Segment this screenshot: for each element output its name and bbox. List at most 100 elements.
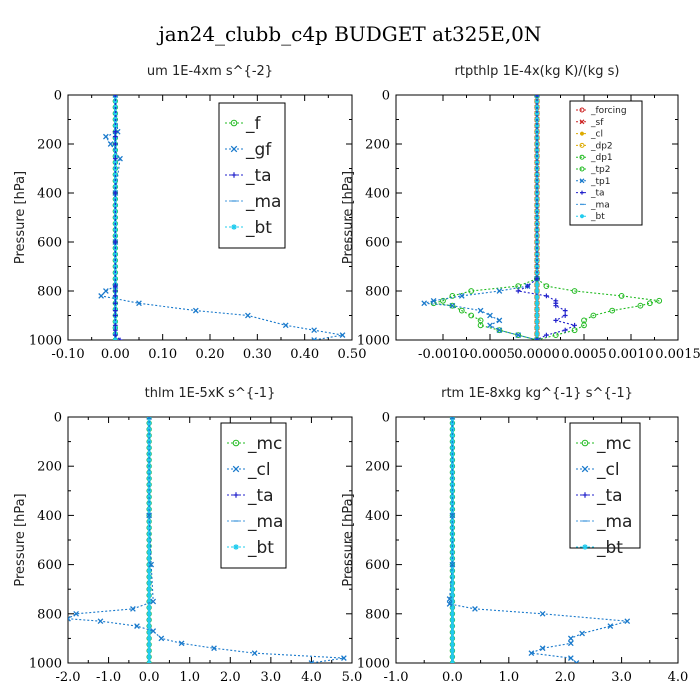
panel-1: um 1E-4xm s^{-2} Pressure [hPa] 0 200 400 600…	[13, 64, 366, 362]
marker-star	[580, 214, 584, 219]
marker-star	[113, 123, 118, 128]
marker-x	[581, 465, 589, 473]
x-tick-label: 0.30	[243, 347, 272, 362]
series-gf	[98, 95, 346, 340]
marker-x	[449, 302, 456, 309]
marker-plus	[562, 327, 568, 333]
marker-star	[146, 482, 152, 487]
x-tick-label: 0.0	[139, 670, 160, 685]
x-tick-label: 0.0010	[608, 347, 654, 362]
marker-star	[146, 642, 152, 647]
marker-star	[113, 227, 118, 232]
series-line	[100, 95, 343, 340]
legend: _mc _cl _ta _ma _bt	[569, 422, 641, 558]
marker-star	[534, 264, 540, 269]
marker-star	[534, 215, 540, 220]
marker-x	[146, 417, 153, 420]
marker-plus	[112, 239, 118, 245]
marker-x	[103, 133, 109, 140]
marker-x	[97, 618, 104, 625]
marker-x	[534, 337, 540, 340]
legend-item: _forcing	[576, 106, 627, 116]
marker-x	[496, 288, 503, 294]
marker-x	[146, 512, 153, 519]
marker-star	[450, 482, 455, 487]
x-tick-label: 3.0	[611, 670, 632, 685]
x-tick-label: 1.0	[498, 670, 519, 685]
marker-circle	[579, 142, 585, 148]
marker-plus	[534, 276, 540, 282]
legend-item: _bt	[225, 218, 272, 238]
marker-star	[146, 636, 152, 641]
marker-star	[534, 325, 540, 330]
legend: _mc _cl _ta _ma _bt	[220, 422, 287, 569]
legend-label: _f	[245, 114, 262, 134]
marker-star	[146, 556, 152, 561]
marker-star	[146, 630, 152, 635]
marker-x	[487, 322, 493, 329]
marker-plus	[231, 172, 237, 178]
legend-label: _ta	[245, 166, 272, 186]
series-ta	[112, 95, 123, 340]
marker-star	[113, 147, 118, 153]
legend-item: _ta	[576, 486, 623, 506]
marker-x	[211, 645, 217, 652]
marker-x	[98, 293, 104, 299]
y-tick-label: 800	[365, 285, 390, 300]
legend-label: _ta	[247, 486, 274, 506]
marker-star	[146, 525, 152, 530]
legend-label: _ma	[596, 512, 632, 532]
legend-item: _mc	[576, 434, 631, 454]
marker-star	[534, 227, 540, 232]
y-tick-label: 1000	[29, 334, 62, 349]
marker-x	[430, 297, 437, 304]
marker-plus	[112, 322, 118, 328]
marker-circle	[468, 312, 475, 319]
marker-x	[515, 332, 522, 338]
marker-x	[496, 317, 503, 324]
x-tick-label: 0.20	[196, 347, 225, 362]
marker-star	[146, 568, 152, 573]
marker-x	[103, 288, 109, 294]
marker-x	[311, 337, 317, 340]
marker-plus	[544, 293, 549, 299]
marker-circle	[609, 307, 616, 314]
marker-x	[245, 312, 251, 319]
marker-circle	[440, 297, 446, 304]
marker-plus	[582, 492, 588, 498]
series-line	[68, 417, 344, 663]
marker-star	[534, 307, 540, 312]
marker-circle	[449, 293, 456, 299]
marker-star	[534, 301, 540, 306]
panel-2: rtpthlp 1E-4x(kg K)/(kg s) Pressure [hPa]…	[341, 64, 700, 362]
marker-star	[113, 111, 118, 116]
panel-title: um 1E-4xm s^{-2}	[147, 64, 273, 79]
marker-star	[450, 623, 455, 629]
marker-star	[450, 648, 455, 653]
marker-star	[450, 630, 455, 635]
legend-label: _mc	[247, 434, 282, 454]
marker-star	[146, 445, 152, 450]
marker-star	[450, 605, 455, 610]
marker-x	[579, 630, 585, 637]
marker-x	[573, 660, 580, 663]
y-tick-label: 200	[37, 138, 62, 153]
legend-label: _gf	[245, 140, 272, 160]
marker-star	[146, 531, 152, 537]
legend-item: _cl	[576, 130, 603, 140]
legend-label: _dp1	[590, 153, 613, 163]
series-line	[449, 417, 628, 663]
marker-star	[450, 550, 455, 555]
marker-plus	[112, 288, 118, 294]
legend-item: _f	[225, 114, 262, 134]
marker-star	[534, 319, 540, 324]
marker-x	[528, 650, 535, 657]
legend-item: _bt	[227, 538, 274, 558]
marker-star	[534, 147, 540, 153]
y-axis-label: Pressure [hPa]	[13, 171, 28, 264]
marker-x	[339, 332, 346, 338]
marker-plus	[112, 190, 118, 196]
legend-box	[569, 422, 641, 549]
marker-x	[148, 561, 155, 568]
legend-label: _cl	[247, 460, 271, 480]
